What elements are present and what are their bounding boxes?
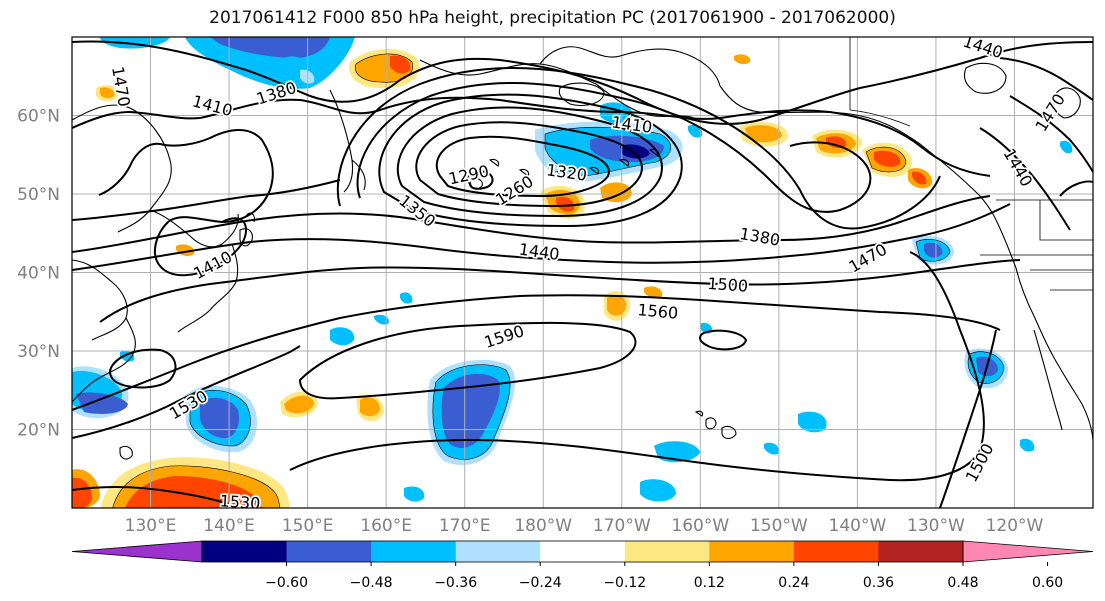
longitude-label: 140°W [829,516,887,536]
colorbar-tick-label: 0.12 [694,575,725,591]
latitude-label: 50°N [17,185,60,205]
colorbar-segment [624,541,710,562]
colorbar-extend-max [962,540,1094,563]
anomaly-patch [688,124,703,138]
anomaly-patch [400,292,413,304]
anomaly-outline [112,53,1005,508]
anomaly-patch [284,395,314,414]
colorbar-tick-label: −0.12 [603,575,646,591]
longitude-label: 170°W [593,516,651,536]
anomaly-patch [874,150,901,167]
map-title: 2017061412 F000 850 hPa height, precipit… [209,8,896,28]
latitude-label: 40°N [17,264,60,284]
longitude-label: 180°W [514,516,572,536]
colorbar-segment [455,541,541,562]
anomaly-patch [924,242,943,258]
longitude-label: 160°W [671,516,729,536]
contour-label: 1530 [217,490,262,513]
anomaly-patch [1060,140,1073,154]
anomaly-patch [826,136,847,149]
anomaly-patch [404,486,425,502]
longitude-label: 150°W [750,516,808,536]
colorbar-frame [201,540,964,563]
colorbar-tick-label: −0.36 [434,575,477,591]
longitude-label: 130°W [907,516,965,536]
colorbar-tick-label: 0.24 [778,575,809,591]
colorbar-segment [709,541,795,562]
anomaly-patch [734,54,751,65]
anomaly-patch [360,397,380,417]
map-frame [71,36,1094,509]
anomaly-patch [745,125,782,143]
latitude-label: 60°N [17,107,60,127]
longitude-label: 140°E [203,516,255,536]
svg-text:1500: 1500 [707,274,749,296]
anomaly-patch [330,327,355,346]
longitude-label: 160°E [360,516,412,536]
longitude-labels: 130°E 140°E 150°E 160°E 170°E 180°W 170°W 160°W… [125,516,1044,536]
anomaly-patch [600,182,632,203]
latitude-labels: 60°N 50°N 40°N 30°N 20°N [17,107,60,441]
longitude-label: 130°E [125,516,177,536]
anomaly-patch [210,37,330,58]
colorbar-segment [371,541,457,562]
anomaly-patch [798,411,827,433]
longitude-label: 120°W [986,516,1044,536]
contour-label: 1500 [705,272,750,297]
colorbar-tick-label: −0.60 [265,575,308,591]
colorbar-tick-label: −0.24 [519,575,562,591]
anomaly-patch [374,314,389,325]
anomaly-patch [912,171,927,185]
svg-text:1530: 1530 [219,491,261,513]
colorbar-segment [202,541,288,562]
colorbar-extend-min [71,540,203,563]
height-contours [72,40,1093,508]
svg-text:1560: 1560 [637,300,679,322]
anomaly-patch [556,196,575,212]
anomaly-patch [76,392,128,414]
colorbar-segment [540,541,626,562]
latitude-label: 20°N [17,421,60,441]
longitude-label: 170°E [439,516,491,536]
anomaly-patch [1020,438,1035,452]
colorbar: −0.60 −0.48 −0.36 −0.24 −0.12 0.12 0.24 0.36 0.4… [71,540,1094,591]
colorbar-segment [286,541,372,562]
longitude-label: 150°E [282,516,334,536]
anomaly-patch [644,286,663,299]
contour-label: 1560 [635,298,681,324]
colorbar-segment [878,541,964,562]
anomaly-patch [124,476,262,508]
anomaly-patch [640,479,676,502]
colorbar-tick-label: 0.48 [947,575,978,591]
latitude-label: 30°N [17,342,60,362]
anomaly-patch [72,477,92,508]
colorbar-segment [793,541,879,562]
anomaly-patch [100,87,115,99]
anomaly-patch [764,442,779,455]
colorbar-tick-label: 0.36 [863,575,894,591]
anomaly-patch [390,55,411,74]
political-borders [849,37,1093,291]
colorbar-tick-label: 0.60 [1032,575,1063,591]
colorbar-tick-label: −0.48 [350,575,393,591]
